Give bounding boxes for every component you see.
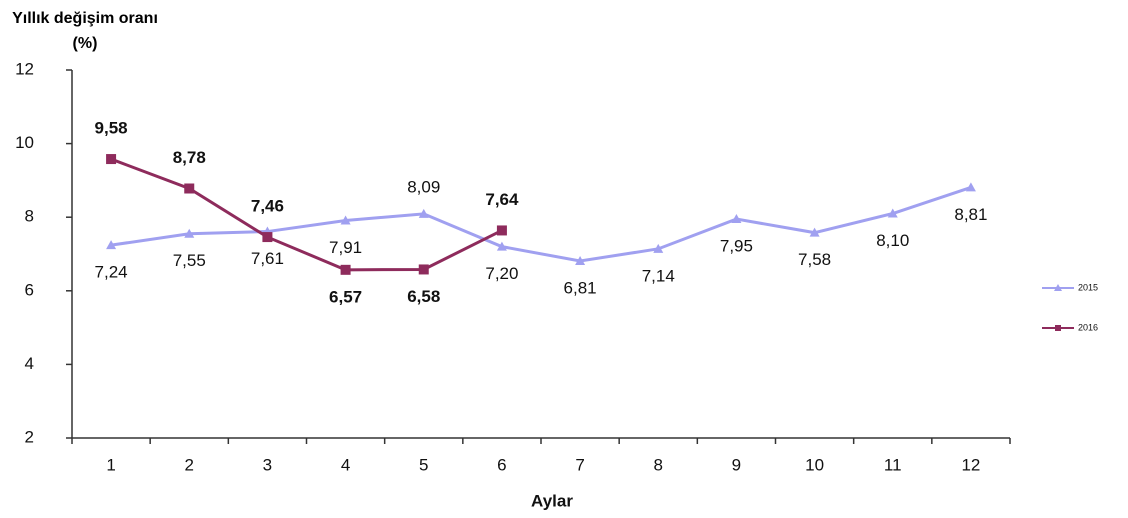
data-label: 7,91 bbox=[329, 238, 362, 257]
data-label: 8,81 bbox=[954, 205, 987, 224]
data-label: 9,58 bbox=[95, 119, 128, 138]
marker bbox=[418, 208, 429, 218]
x-tick-label: 4 bbox=[341, 455, 350, 474]
data-label: 6,81 bbox=[564, 278, 597, 297]
series-line bbox=[110, 157, 503, 272]
data-label: 6,58 bbox=[407, 287, 440, 306]
marker bbox=[887, 208, 898, 218]
data-label: 7,24 bbox=[95, 263, 128, 282]
legend-label: 2015 bbox=[1078, 282, 1098, 292]
marker bbox=[496, 225, 507, 236]
x-tick-label: 9 bbox=[732, 455, 741, 474]
x-tick-label: 2 bbox=[185, 455, 194, 474]
y-tick-label: 8 bbox=[25, 207, 34, 226]
marker bbox=[496, 241, 507, 251]
marker bbox=[340, 264, 351, 275]
x-tick-label: 7 bbox=[575, 455, 584, 474]
y-tick-label: 2 bbox=[25, 427, 34, 446]
legend-label: 2016 bbox=[1078, 322, 1098, 332]
marker bbox=[184, 228, 195, 238]
legend-marker bbox=[1055, 325, 1061, 331]
data-label: 7,55 bbox=[173, 251, 206, 270]
marker bbox=[575, 255, 586, 265]
data-label: 8,10 bbox=[876, 231, 909, 250]
data-label: 8,09 bbox=[407, 177, 440, 196]
x-tick-label: 5 bbox=[419, 455, 428, 474]
marker bbox=[106, 240, 117, 250]
data-label: 7,95 bbox=[720, 237, 753, 256]
x-tick-label: 1 bbox=[106, 455, 115, 474]
x-tick-label: 3 bbox=[263, 455, 272, 474]
y-axis-label: Yıllık değişim oranı (%) bbox=[12, 10, 158, 52]
marker bbox=[809, 227, 820, 237]
marker bbox=[262, 232, 273, 243]
data-label: 7,64 bbox=[485, 190, 519, 209]
y-tick-label: 10 bbox=[15, 133, 34, 152]
y-tick-label: 6 bbox=[25, 280, 34, 299]
data-label: 7,58 bbox=[798, 250, 831, 269]
data-label: 8,78 bbox=[173, 148, 206, 167]
x-tick-label: 10 bbox=[805, 455, 824, 474]
data-label: 7,20 bbox=[485, 264, 518, 283]
series-line bbox=[110, 185, 972, 263]
legend-marker bbox=[1054, 284, 1062, 291]
x-tick-label: 6 bbox=[497, 455, 506, 474]
y-tick-label: 12 bbox=[15, 59, 34, 78]
marker bbox=[184, 183, 195, 194]
marker bbox=[731, 214, 742, 224]
data-label: 6,57 bbox=[329, 287, 362, 306]
marker bbox=[965, 182, 976, 192]
x-tick-label: 11 bbox=[884, 455, 902, 474]
marker bbox=[653, 243, 664, 253]
data-label: 7,14 bbox=[642, 266, 675, 285]
x-tick-label: 12 bbox=[961, 455, 980, 474]
x-tick-label: 8 bbox=[654, 455, 663, 474]
marker bbox=[340, 215, 351, 225]
marker bbox=[106, 154, 117, 165]
x-axis-label: Aylar bbox=[531, 491, 573, 510]
marker bbox=[418, 264, 429, 275]
data-label: 7,61 bbox=[251, 249, 284, 268]
y-tick-label: 4 bbox=[25, 354, 34, 373]
data-label: 7,46 bbox=[251, 197, 284, 216]
